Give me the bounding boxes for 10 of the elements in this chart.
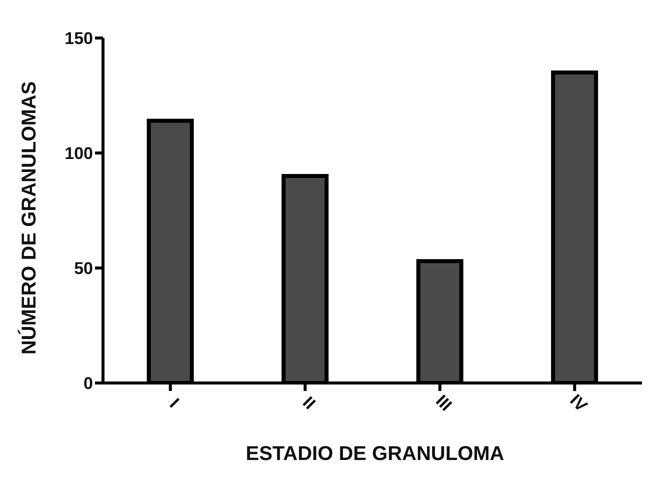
y-axis-title: NÚMERO DE GRANULOMAS xyxy=(18,81,42,355)
y-tick-label: 100 xyxy=(64,144,93,164)
x-tick-label: II xyxy=(298,393,320,414)
x-tick-label: I xyxy=(166,394,183,412)
x-tick-label: IV xyxy=(566,390,592,416)
x-tick-label: III xyxy=(432,391,456,415)
y-tick-label: 50 xyxy=(74,259,93,278)
y-tick-label: 0 xyxy=(84,374,93,394)
y-tick-label: 150 xyxy=(64,29,93,48)
x-axis-title: ESTADIO DE GRANULOMA xyxy=(244,443,506,466)
